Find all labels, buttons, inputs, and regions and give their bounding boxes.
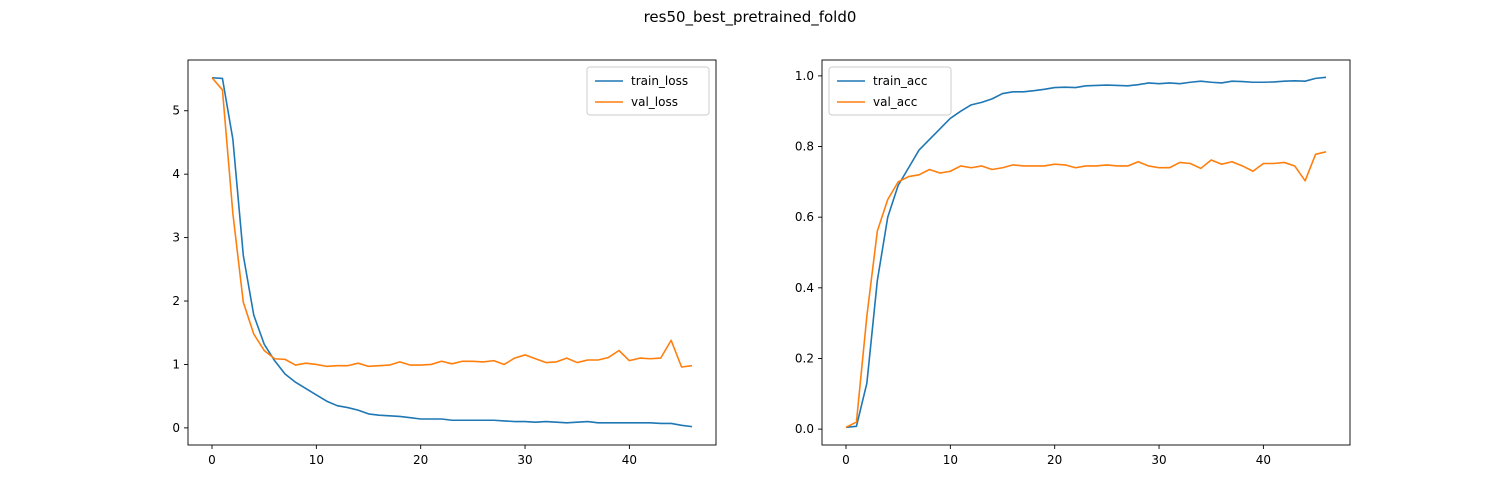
loss-x-tick-label: 40 bbox=[622, 453, 637, 467]
loss-y-tick-label: 0 bbox=[172, 421, 180, 435]
acc-legend-label-0: train_acc bbox=[873, 74, 927, 88]
loss-series-line-1 bbox=[211, 77, 693, 368]
loss-y-tick-label: 3 bbox=[172, 231, 180, 245]
acc-y-tick-label: 0.2 bbox=[795, 351, 814, 365]
acc-y-tick-label: 1.0 bbox=[795, 69, 814, 83]
loss-axes-frame bbox=[187, 59, 717, 446]
acc-y-tick-label: 0.8 bbox=[795, 140, 814, 154]
acc-series-line-1 bbox=[845, 151, 1327, 429]
acc-y-tick-label: 0.6 bbox=[795, 210, 814, 224]
loss-legend-label-0: train_loss bbox=[631, 74, 688, 88]
loss-x-tick-label: 10 bbox=[309, 453, 324, 467]
acc-y-tick-label: 0.0 bbox=[795, 422, 814, 436]
acc-legend-box bbox=[828, 66, 952, 116]
acc-x-tick-label: 20 bbox=[1047, 453, 1062, 467]
acc-x-tick-label: 40 bbox=[1256, 453, 1271, 467]
acc-axes-frame bbox=[821, 59, 1351, 446]
loss-plot: 0 10 20 30 40 0 1 2 3 4 5 train_loss val_loss bbox=[172, 59, 717, 467]
figure-title: res50_best_pretrained_fold0 bbox=[644, 8, 857, 27]
acc-x-tick-label: 0 bbox=[842, 453, 850, 467]
acc-series-line-0 bbox=[845, 76, 1327, 429]
loss-legend: train_loss val_loss bbox=[586, 66, 710, 116]
loss-y-tick-label: 4 bbox=[172, 167, 180, 181]
acc-x-tick-label: 30 bbox=[1151, 453, 1166, 467]
loss-x-tick-label: 0 bbox=[208, 453, 216, 467]
loss-series-line-0 bbox=[211, 76, 693, 428]
loss-y-tick-label: 2 bbox=[172, 294, 180, 308]
loss-y-tick-label: 5 bbox=[172, 104, 180, 118]
loss-x-tick-label: 30 bbox=[517, 453, 532, 467]
loss-y-tick-label: 1 bbox=[172, 357, 180, 371]
acc-y-tick-label: 0.4 bbox=[795, 281, 814, 295]
loss-x-tick-label: 20 bbox=[413, 453, 428, 467]
loss-legend-box bbox=[586, 66, 710, 116]
acc-x-tick-label: 10 bbox=[943, 453, 958, 467]
acc-legend-label-1: val_acc bbox=[873, 95, 917, 109]
loss-legend-label-1: val_loss bbox=[631, 95, 678, 109]
acc-legend: train_acc val_acc bbox=[828, 66, 952, 116]
accuracy-plot: 0 10 20 30 40 0.0 0.2 0.4 0.6 0.8 1.0 train_acc val_… bbox=[795, 59, 1351, 467]
